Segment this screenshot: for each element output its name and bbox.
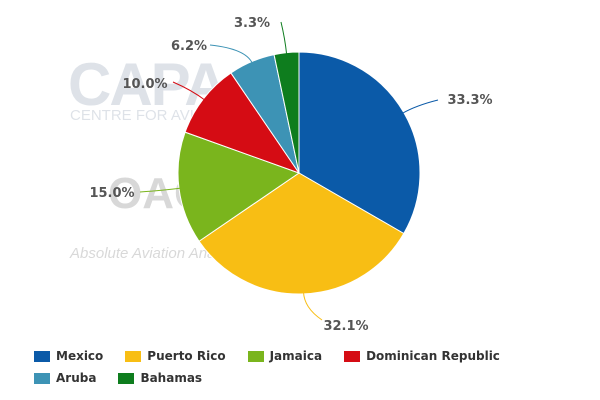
- pie-chart: CAPA CENTRE FOR AVIATION OAG Absolute Av…: [68, 16, 493, 334]
- legend-swatch: [118, 372, 135, 384]
- label-connector: [302, 291, 323, 321]
- legend-item[interactable]: Dominican Republic: [344, 345, 500, 367]
- data-label: 6.2%: [171, 39, 207, 54]
- legend-item[interactable]: Aruba: [34, 367, 96, 389]
- data-label: 33.3%: [447, 93, 492, 108]
- data-label: 15.0%: [89, 186, 134, 201]
- chart-legend: Mexico Puerto Rico Jamaica Dominican Republ…: [34, 345, 594, 389]
- watermark-oag-subtitle: Absolute Aviation Analytics: [69, 245, 249, 262]
- pie-labels: 33.3% 32.1% 15.0% 10.0% 6.2% 3.3%: [89, 16, 492, 334]
- legend-label: Bahamas: [140, 371, 203, 385]
- legend-swatch: [125, 350, 142, 362]
- legend-label: Mexico: [56, 349, 104, 363]
- data-label: 10.0%: [122, 77, 167, 92]
- legend-label: Dominican Republic: [366, 349, 500, 363]
- legend-swatch: [34, 372, 50, 384]
- legend-swatch: [34, 350, 50, 362]
- legend-item[interactable]: Bahamas: [118, 367, 202, 389]
- data-label: 32.1%: [323, 319, 368, 334]
- legend-swatch: [344, 350, 361, 362]
- legend-label: Jamaica: [269, 349, 323, 363]
- label-connector: [280, 21, 288, 55]
- data-label: 3.3%: [234, 16, 270, 31]
- legend-item[interactable]: Jamaica: [247, 345, 323, 367]
- label-connector: [209, 44, 253, 64]
- label-connector: [139, 187, 182, 193]
- pie-slices: [177, 51, 421, 295]
- legend-item[interactable]: Mexico: [34, 345, 103, 367]
- legend-item[interactable]: Puerto Rico: [125, 345, 226, 367]
- legend-label: Puerto Rico: [147, 349, 226, 363]
- label-connector: [172, 81, 206, 101]
- legend-swatch: [247, 350, 264, 362]
- legend-label: Aruba: [56, 371, 97, 385]
- label-connector: [401, 99, 439, 114]
